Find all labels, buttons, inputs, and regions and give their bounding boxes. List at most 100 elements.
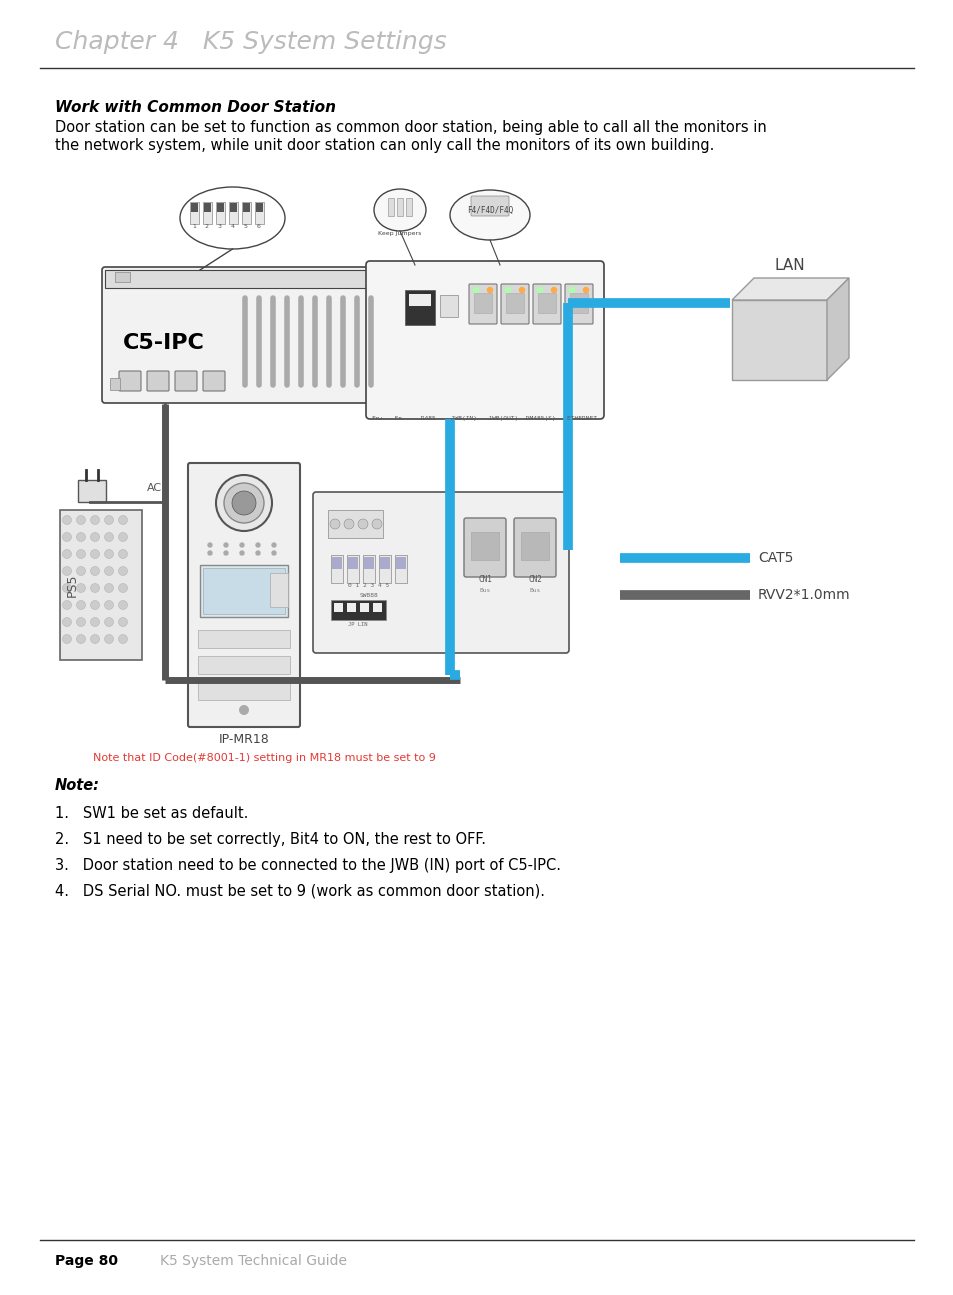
- Circle shape: [232, 491, 255, 515]
- Text: IP-MR18: IP-MR18: [218, 733, 269, 746]
- FancyBboxPatch shape: [471, 196, 509, 216]
- Text: K5 System Technical Guide: K5 System Technical Guide: [160, 1254, 347, 1268]
- Circle shape: [583, 287, 588, 293]
- FancyBboxPatch shape: [119, 370, 141, 391]
- Bar: [255, 203, 263, 212]
- Bar: [364, 557, 374, 569]
- Polygon shape: [826, 278, 848, 379]
- Circle shape: [208, 550, 212, 556]
- Circle shape: [519, 287, 524, 293]
- Circle shape: [240, 550, 244, 556]
- Bar: [216, 203, 224, 212]
- Bar: [229, 202, 237, 224]
- Circle shape: [473, 287, 478, 293]
- Bar: [348, 557, 357, 569]
- Bar: [347, 556, 358, 583]
- Text: Page 80: Page 80: [55, 1254, 118, 1268]
- FancyBboxPatch shape: [188, 464, 299, 726]
- Bar: [439, 295, 457, 317]
- Text: SW888: SW888: [359, 593, 378, 598]
- Bar: [331, 600, 386, 620]
- Text: 1.   SW1 be set as default.: 1. SW1 be set as default.: [55, 805, 248, 821]
- Bar: [198, 629, 290, 648]
- Circle shape: [63, 549, 71, 558]
- Ellipse shape: [180, 186, 285, 249]
- Bar: [505, 293, 523, 313]
- Circle shape: [240, 543, 244, 546]
- Text: CN2: CN2: [528, 575, 541, 584]
- Bar: [203, 569, 285, 614]
- Circle shape: [91, 532, 99, 541]
- Circle shape: [224, 543, 228, 546]
- Circle shape: [76, 635, 86, 644]
- Circle shape: [255, 550, 260, 556]
- Circle shape: [91, 515, 99, 524]
- Circle shape: [105, 566, 113, 575]
- Bar: [410, 272, 424, 282]
- Circle shape: [118, 549, 128, 558]
- Circle shape: [91, 601, 99, 610]
- Bar: [363, 556, 375, 583]
- Circle shape: [487, 287, 492, 293]
- Text: 4: 4: [231, 224, 234, 229]
- Circle shape: [224, 483, 264, 523]
- Bar: [378, 556, 391, 583]
- Text: 0 1 2 3 4 5: 0 1 2 3 4 5: [348, 583, 389, 588]
- Circle shape: [118, 618, 128, 627]
- Circle shape: [272, 550, 275, 556]
- Bar: [388, 198, 394, 216]
- Circle shape: [394, 313, 406, 326]
- Bar: [200, 565, 288, 616]
- Circle shape: [239, 704, 249, 715]
- Text: Chapter 4   K5 System Settings: Chapter 4 K5 System Settings: [55, 30, 446, 54]
- Bar: [78, 480, 106, 502]
- Circle shape: [63, 532, 71, 541]
- Ellipse shape: [450, 190, 530, 240]
- FancyBboxPatch shape: [203, 370, 225, 391]
- Text: Door station can be set to function as common door station, being able to call a: Door station can be set to function as c…: [55, 120, 766, 135]
- Circle shape: [551, 287, 556, 293]
- Ellipse shape: [374, 189, 426, 231]
- Text: the network system, while unit door station can only call the monitors of its ow: the network system, while unit door stat…: [55, 139, 714, 153]
- Circle shape: [63, 618, 71, 627]
- Bar: [347, 603, 355, 613]
- Bar: [334, 603, 343, 613]
- FancyBboxPatch shape: [147, 370, 169, 391]
- Bar: [243, 203, 250, 212]
- FancyBboxPatch shape: [533, 284, 560, 324]
- Circle shape: [215, 475, 272, 531]
- FancyBboxPatch shape: [500, 284, 529, 324]
- Circle shape: [63, 566, 71, 575]
- Text: 2: 2: [205, 224, 209, 229]
- Circle shape: [76, 515, 86, 524]
- Circle shape: [118, 601, 128, 610]
- Bar: [230, 203, 236, 212]
- Text: 3: 3: [218, 224, 222, 229]
- Bar: [395, 557, 406, 569]
- Bar: [569, 293, 587, 313]
- Bar: [115, 272, 130, 282]
- Text: Bus: Bus: [529, 588, 540, 593]
- FancyBboxPatch shape: [313, 492, 568, 653]
- Circle shape: [224, 550, 228, 556]
- Circle shape: [76, 601, 86, 610]
- Bar: [110, 378, 120, 390]
- Bar: [242, 202, 251, 224]
- Bar: [270, 572, 288, 607]
- FancyBboxPatch shape: [174, 370, 196, 391]
- Text: F4/F4D/F4Q: F4/F4D/F4Q: [466, 206, 513, 215]
- Bar: [203, 202, 212, 224]
- Bar: [396, 198, 402, 216]
- Text: Note:: Note:: [55, 778, 100, 793]
- Circle shape: [63, 584, 71, 593]
- Bar: [359, 603, 369, 613]
- Circle shape: [76, 532, 86, 541]
- Text: CAT5: CAT5: [758, 550, 793, 565]
- Bar: [409, 294, 431, 306]
- Bar: [379, 557, 390, 569]
- Text: 4.   DS Serial NO. must be set to 9 (work as common door station).: 4. DS Serial NO. must be set to 9 (work …: [55, 884, 544, 899]
- Circle shape: [255, 543, 260, 546]
- Circle shape: [91, 584, 99, 593]
- Text: LAN: LAN: [774, 258, 804, 273]
- Text: 6: 6: [256, 224, 261, 229]
